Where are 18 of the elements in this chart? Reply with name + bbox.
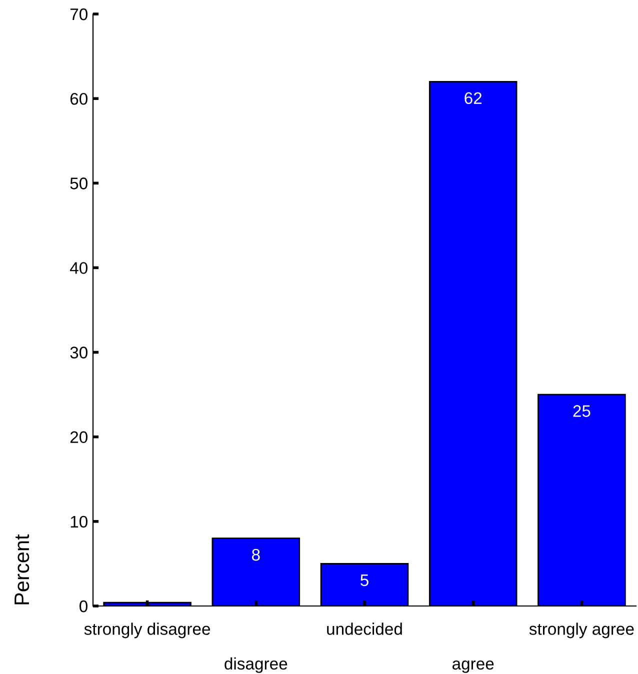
x-tick-label: undecided xyxy=(327,622,402,635)
y-tick-label: 70 xyxy=(70,8,88,20)
x-tick-label: agree xyxy=(452,660,494,673)
y-tick-label: 50 xyxy=(70,178,88,190)
y-tick-label: 40 xyxy=(70,262,88,274)
data-label: 25 xyxy=(573,405,590,417)
y-tick-label: 0 xyxy=(80,600,88,612)
data-label: 5 xyxy=(360,574,368,586)
data-label: 62 xyxy=(464,92,482,104)
x-tick-label: strongly disagree xyxy=(84,622,210,638)
x-tick-label: strongly agree xyxy=(529,622,634,638)
y-tick-label: 10 xyxy=(70,516,88,528)
y-tick-label: 60 xyxy=(70,92,88,105)
x-tick-label: disagree xyxy=(224,657,288,673)
y-tick-label: 30 xyxy=(70,346,88,358)
y-tick-label: 20 xyxy=(70,431,88,444)
data-label: 8 xyxy=(252,548,260,561)
y-axis-title: Percent xyxy=(14,534,30,604)
